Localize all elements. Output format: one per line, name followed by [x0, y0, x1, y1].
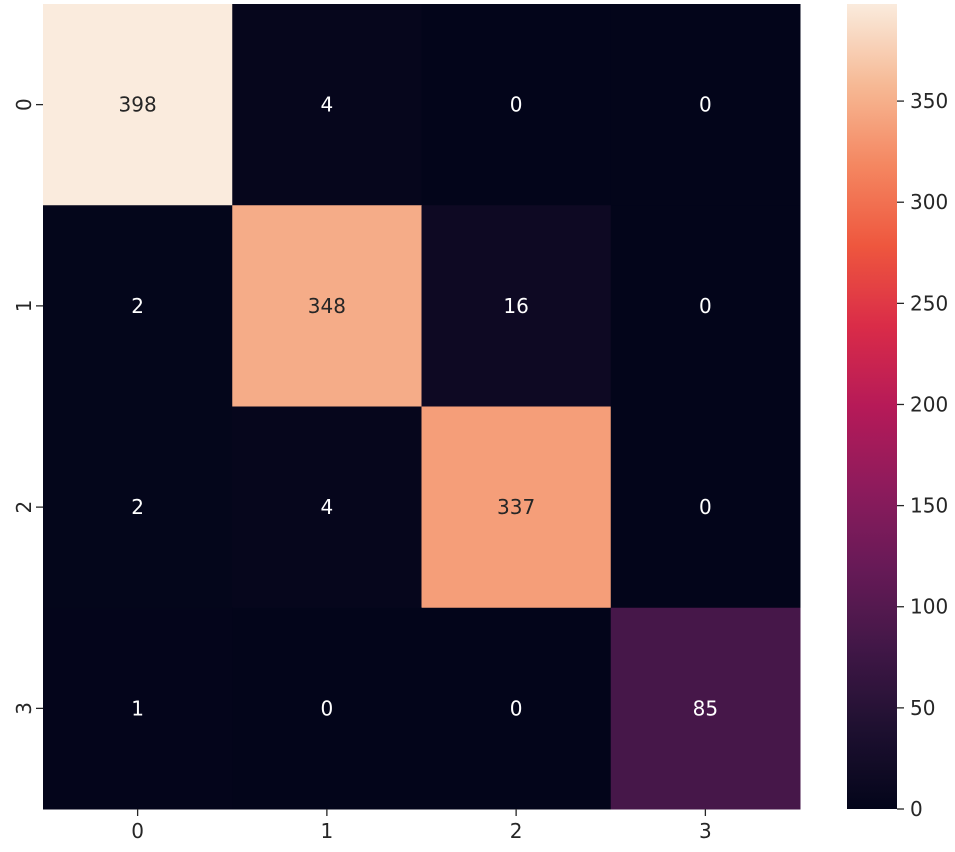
x-axis: 0 1 2 3 — [131, 809, 712, 843]
heatmap-cell-r0-c0 — [43, 4, 233, 206]
cell-annotation-r3-c3: 85 — [693, 696, 718, 720]
cell-annotation-r3-c2: 0 — [510, 696, 523, 720]
cell-annotation-r1-c0: 2 — [131, 294, 144, 318]
heatmap-annotations: 398 4 0 0 2 348 16 0 2 4 337 0 1 0 0 85 — [119, 93, 719, 721]
y-tick-label-3: 3 — [12, 702, 36, 715]
heatmap-cell-r0-c3 — [610, 4, 801, 206]
cell-annotation-r2-c3: 0 — [699, 495, 712, 519]
heatmap-cell-r1-c1 — [232, 205, 422, 407]
cell-annotation-r1-c2: 16 — [503, 294, 528, 318]
heatmap-cell-r1-c0 — [43, 205, 233, 407]
heatmap-cell-r2-c0 — [43, 406, 233, 609]
heatmap-cell-r2-c2 — [421, 406, 612, 609]
heatmap-cells — [43, 4, 801, 810]
cell-annotation-r0-c3: 0 — [699, 93, 712, 117]
cell-annotation-r2-c0: 2 — [131, 495, 144, 519]
colorbar-tick-label-2: 100 — [910, 595, 948, 619]
heatmap-cell-r3-c0 — [43, 607, 233, 810]
colorbar-gradient — [847, 4, 897, 809]
cell-annotation-r1-c3: 0 — [699, 294, 712, 318]
heatmap-cell-r1-c2 — [421, 205, 612, 407]
heatmap-cell-r3-c3 — [610, 607, 801, 810]
y-axis: 0 1 2 3 — [12, 98, 43, 715]
x-tick-label-1: 1 — [321, 819, 334, 843]
cell-annotation-r0-c2: 0 — [510, 93, 523, 117]
cell-annotation-r3-c0: 1 — [131, 696, 144, 720]
x-tick-label-3: 3 — [699, 819, 712, 843]
x-tick-label-0: 0 — [131, 819, 144, 843]
cell-annotation-r2-c2: 337 — [497, 495, 535, 519]
heatmap-cell-r2-c3 — [610, 406, 801, 609]
heatmap-cell-r0-c2 — [421, 4, 612, 206]
cell-annotation-r2-c1: 4 — [321, 495, 334, 519]
colorbar-tick-label-1: 50 — [910, 696, 935, 720]
y-tick-label-2: 2 — [12, 501, 36, 514]
colorbar-axis: 0 50 100 150 200 250 300 350 — [897, 89, 948, 821]
heatmap-cell-r1-c3 — [610, 205, 801, 407]
colorbar-tick-label-6: 300 — [910, 190, 948, 214]
y-tick-label-0: 0 — [12, 98, 36, 111]
y-tick-label-1: 1 — [12, 300, 36, 313]
x-tick-label-2: 2 — [510, 819, 523, 843]
cell-annotation-r0-c0: 398 — [119, 93, 157, 117]
colorbar-tick-label-7: 350 — [910, 89, 948, 113]
heatmap-cell-r0-c1 — [232, 4, 422, 206]
cell-annotation-r1-c1: 348 — [308, 294, 346, 318]
colorbar-tick-label-3: 150 — [910, 494, 948, 518]
colorbar-tick-label-0: 0 — [910, 797, 923, 821]
colorbar — [847, 4, 897, 809]
heatmap-cell-r3-c1 — [232, 607, 422, 810]
heatmap-cell-r3-c2 — [421, 607, 612, 810]
colorbar-tick-label-5: 250 — [910, 291, 948, 315]
cell-annotation-r0-c1: 4 — [321, 93, 334, 117]
colorbar-tick-label-4: 200 — [910, 392, 948, 416]
cell-annotation-r3-c1: 0 — [321, 696, 334, 720]
heatmap-cell-r2-c1 — [232, 406, 422, 609]
